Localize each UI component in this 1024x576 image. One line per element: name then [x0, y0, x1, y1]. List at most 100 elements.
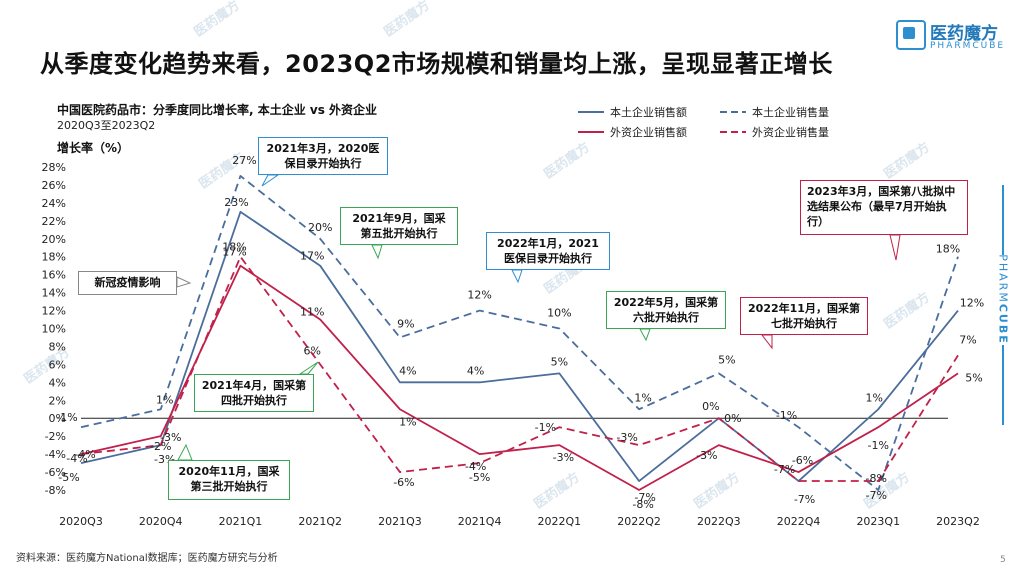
side-rule	[1002, 185, 1004, 255]
x-tick-label: 2023Q1	[856, 515, 900, 528]
data-label: 11%	[300, 306, 324, 319]
callout-pointer	[760, 334, 773, 350]
y-tick-label: 6%	[49, 358, 66, 371]
y-tick-label: 28%	[42, 161, 66, 174]
y-tick-label: 12%	[42, 305, 66, 318]
data-label: -5%	[469, 471, 490, 484]
data-label: -7%	[634, 491, 655, 504]
series-line	[80, 255, 959, 482]
legend-swatch	[720, 111, 746, 113]
annotation-nrdl-2020: 2021年3月，2020医保目录开始执行	[258, 137, 388, 175]
y-tick-label: 20%	[42, 233, 66, 246]
annotation-vbp-batch6: 2022年5月，国采第六批开始执行	[606, 291, 726, 329]
callout-pointer	[639, 328, 651, 342]
side-brand-text-a: PHARM	[996, 254, 1010, 304]
page-number: 5	[1000, 555, 1006, 565]
legend-label: 本土企业销售额	[610, 106, 687, 119]
data-label: -8%	[632, 498, 653, 511]
data-label: -4%	[465, 460, 486, 473]
pharmcube-logo: 医药魔方 PHARMCUBE	[896, 20, 1016, 66]
callout-pointer	[298, 361, 319, 375]
x-tick-label: 2022Q1	[538, 515, 582, 528]
annotation-vbp-batch5: 2021年9月，国采第五批开始执行	[340, 207, 458, 245]
annotation-nrdl-2021: 2022年1月，2021医保目录开始执行	[486, 232, 610, 270]
data-label: 0%	[724, 412, 741, 425]
data-label: 4%	[399, 364, 416, 377]
annotation-vbp-batch4: 2021年4月，国采第四批开始执行	[194, 374, 314, 412]
side-brand-text: PHARMCUBE	[997, 250, 1010, 350]
data-label: -2%	[150, 440, 171, 453]
data-label: -6%	[792, 454, 813, 467]
data-label: 12%	[467, 289, 491, 302]
data-label: -3%	[616, 431, 637, 444]
data-label: 1%	[634, 391, 651, 404]
data-label: 17%	[300, 250, 324, 263]
legend-swatch	[578, 111, 604, 113]
legend-label: 本土企业销售量	[752, 106, 829, 119]
x-tick-label: 2021Q2	[298, 515, 342, 528]
x-tick-label: 2022Q3	[697, 515, 741, 528]
y-tick-label: 2%	[49, 394, 66, 407]
y-tick-label: 8%	[49, 340, 66, 353]
data-label: 27%	[232, 154, 256, 167]
data-label: -7%	[774, 463, 795, 476]
data-label: -1%	[776, 409, 797, 422]
y-tick-label: 24%	[42, 197, 66, 210]
callout-pointer	[176, 276, 192, 288]
y-tick-label: -8%	[45, 484, 66, 497]
side-rule	[1002, 345, 1004, 425]
cube-icon	[896, 20, 926, 50]
annotation-vbp-batch3: 2020年11月，国采第三批开始执行	[168, 460, 290, 500]
data-label: 17%	[222, 246, 246, 259]
series-line	[80, 264, 959, 491]
data-label: -4%	[66, 452, 87, 465]
legend-swatch	[578, 131, 604, 133]
y-tick-label: 14%	[42, 287, 66, 300]
x-tick-label: 2020Q3	[59, 515, 103, 528]
series-layer	[80, 175, 959, 491]
data-label: -3%	[696, 449, 717, 462]
x-tick-label: 2021Q3	[378, 515, 422, 528]
annotation-vbp-batch7: 2022年11月，国采第七批开始执行	[740, 297, 868, 335]
y-tick-label: 0%	[49, 412, 66, 425]
logo-text-cn: 医药魔方	[930, 24, 998, 44]
data-label: 5%	[965, 371, 982, 384]
side-brand: PHARMCUBE	[991, 185, 1015, 425]
annotation-vbp-batch8: 2023年3月，国采第八批拟中选结果公布（最早7月开始执行）	[800, 180, 968, 235]
x-tick-label: 2021Q1	[219, 515, 263, 528]
callout-pointer	[177, 443, 193, 461]
source-note: 资料来源：医药魔方National数据库；医药魔方研究与分析	[16, 553, 278, 564]
y-tick-label: -2%	[45, 430, 66, 443]
data-label: 18%	[936, 243, 960, 256]
chart-title: 中国医院药品市：分季度同比增长率, 本土企业 vs 外资企业	[57, 103, 378, 117]
data-label: 10%	[547, 307, 571, 320]
data-label: 0%	[702, 400, 719, 413]
legend-label: 外资企业销售额	[610, 126, 687, 139]
series-line	[80, 210, 959, 482]
x-tick-label: 2023Q2	[936, 515, 980, 528]
annotation-covid: 新冠疫情影响	[78, 271, 177, 295]
data-label: 12%	[960, 297, 984, 310]
data-label: 5%	[718, 353, 735, 366]
data-label: 1%	[156, 393, 173, 406]
data-label: -1%	[868, 439, 889, 452]
data-label: 1%	[399, 415, 416, 428]
data-label: -1%	[535, 421, 556, 434]
logo-text-en: PHARMCUBE	[930, 41, 1006, 51]
legend-swatch	[720, 131, 746, 133]
legend-label: 外资企业销售量	[752, 126, 829, 139]
callout-pointer	[889, 234, 901, 261]
data-label: -4%	[74, 448, 95, 461]
data-label: 23%	[224, 196, 248, 209]
y-tick-label: 18%	[42, 251, 66, 264]
data-label: 7%	[959, 333, 976, 346]
data-label: 4%	[467, 364, 484, 377]
y-tick-label: 16%	[42, 269, 66, 282]
chart-legend: 本土企业销售额 本土企业销售量 外资企业销售额 外资企业销售量	[578, 104, 898, 144]
y-axis: 28% 26% 24% 22% 20% 18% 16% 14% 12% 10% 8% 6% 4% 2% 0%…	[42, 161, 66, 497]
data-label: -1%	[56, 411, 77, 424]
data-label: -7%	[866, 489, 887, 502]
data-label: 18%	[222, 241, 246, 254]
y-tick-label: -4%	[45, 448, 66, 461]
y-axis-label: 增长率（%）	[57, 141, 130, 155]
